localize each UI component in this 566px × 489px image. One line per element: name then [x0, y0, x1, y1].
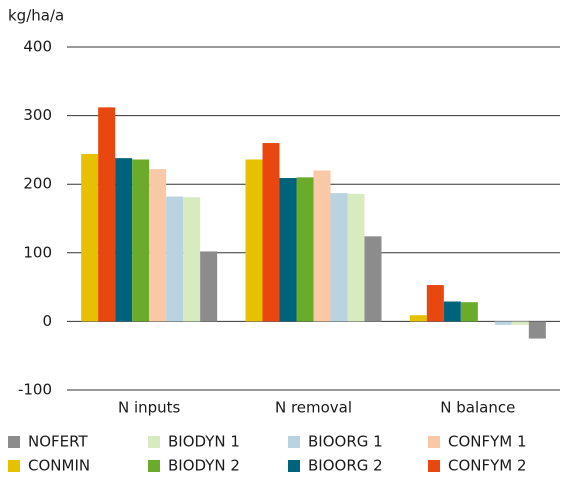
bar — [364, 236, 382, 322]
legend-swatch — [148, 436, 160, 448]
y-tick-label: 300 — [23, 106, 52, 124]
bar — [115, 158, 133, 322]
legend-label: BIODYN 1 — [168, 433, 240, 451]
legend-swatch — [288, 460, 300, 472]
x-tick-label: N balance — [440, 399, 515, 417]
bar — [511, 321, 529, 325]
bar — [200, 251, 218, 322]
y-axis-label: kg/ha/a — [8, 7, 64, 25]
legend-label: BIODYN 2 — [168, 457, 240, 475]
legend-swatch — [8, 436, 20, 448]
legend-label: BIOORG 2 — [308, 457, 383, 475]
bar — [443, 301, 461, 322]
x-tick-label: N removal — [275, 399, 352, 417]
legend-label: CONMIN — [28, 457, 90, 475]
bar — [262, 143, 280, 322]
bar — [330, 193, 348, 322]
legend-swatch — [148, 460, 160, 472]
legend-label: BIOORG 1 — [308, 433, 383, 451]
legend-swatch — [428, 460, 440, 472]
bar — [494, 321, 512, 325]
y-tick-label: -100 — [18, 381, 52, 399]
legend-label: CONFYM 1 — [448, 433, 527, 451]
bar — [245, 159, 263, 322]
legend-swatch — [428, 436, 440, 448]
bar — [98, 107, 116, 322]
legend-swatch — [8, 460, 20, 472]
y-tick-label: 100 — [23, 243, 52, 261]
bar — [81, 154, 99, 322]
legend-label: NOFERT — [28, 433, 88, 451]
bar — [296, 177, 314, 322]
bar — [279, 178, 297, 322]
y-tick-label: 200 — [23, 175, 52, 193]
y-tick-label: 400 — [23, 38, 52, 56]
bar — [426, 285, 444, 322]
bar — [149, 169, 167, 322]
bar — [528, 321, 546, 339]
legend-swatch — [288, 436, 300, 448]
bar — [460, 302, 478, 322]
bar — [409, 315, 427, 322]
bar — [313, 170, 331, 322]
bar — [183, 197, 201, 322]
bar — [166, 196, 184, 322]
bar — [132, 159, 150, 322]
legend-label: CONFYM 2 — [448, 457, 527, 475]
x-tick-label: N inputs — [118, 399, 181, 417]
y-tick-label: 0 — [42, 312, 52, 330]
bar — [347, 193, 365, 322]
